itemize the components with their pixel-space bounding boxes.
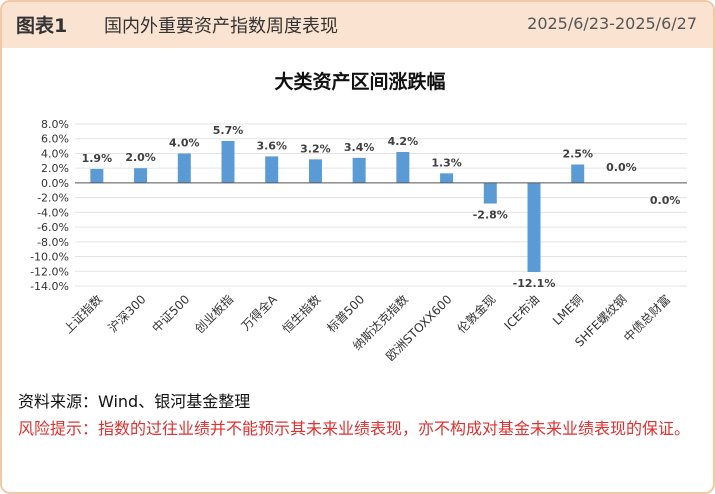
category-label: 标普500 bbox=[324, 292, 367, 335]
y-tick-label: -10.0% bbox=[30, 251, 69, 264]
category-label: 沪深300 bbox=[106, 292, 149, 335]
bar-chart: 大类资产区间涨跌幅 1.9% 2.0% 4.0% 5.7% 3.6% 3.2% 3.4% 4.… bbox=[30, 70, 687, 364]
figure-header: 图表1 国内外重要资产指数周度表现 2025/6/23-2025/6/27 bbox=[2, 2, 713, 48]
category-label: 创业板指 bbox=[192, 292, 237, 337]
y-tick-label: -4.0% bbox=[37, 206, 69, 219]
y-tick-label: 0.0% bbox=[41, 177, 69, 190]
data-label: 2.5% bbox=[562, 148, 593, 161]
data-label: 3.4% bbox=[344, 141, 375, 154]
bar bbox=[221, 140, 235, 183]
chart-title: 大类资产区间涨跌幅 bbox=[274, 70, 445, 93]
bar bbox=[265, 156, 279, 183]
bar bbox=[527, 182, 541, 273]
data-label: 4.2% bbox=[388, 135, 419, 148]
category-label: 万得全A bbox=[238, 291, 280, 333]
category-label: 中债总财富 bbox=[620, 292, 673, 345]
category-label: 伦敦金现 bbox=[454, 292, 499, 337]
y-tick-label: 6.0% bbox=[41, 133, 69, 146]
y-tick-label: -12.0% bbox=[30, 265, 69, 278]
data-label: 3.6% bbox=[256, 139, 287, 152]
bar bbox=[571, 164, 585, 183]
figure-title: 国内外重要资产指数周度表现 bbox=[104, 16, 338, 37]
bar bbox=[134, 168, 148, 183]
data-label: 1.9% bbox=[82, 152, 113, 165]
y-tick-label: 8.0% bbox=[41, 118, 69, 131]
y-tick-label: 4.0% bbox=[41, 147, 69, 160]
bar bbox=[440, 173, 454, 183]
risk-warning: 风险提示：指数的过往业绩并不能预示其未来业绩表现，亦不构成对基金未来业绩表现的保… bbox=[18, 419, 691, 438]
figure-number: 图表1 bbox=[16, 15, 68, 37]
category-label: LME铜 bbox=[549, 292, 586, 329]
y-tick-label: -6.0% bbox=[37, 221, 69, 234]
category-label: 上证指数 bbox=[60, 292, 105, 337]
category-label: 恒生指数 bbox=[279, 292, 324, 337]
data-label: -2.8% bbox=[473, 209, 508, 222]
data-label: 4.0% bbox=[169, 136, 200, 149]
y-tick-label: -14.0% bbox=[30, 280, 69, 293]
bar bbox=[483, 182, 497, 204]
bar bbox=[90, 168, 104, 183]
data-label: -12.1% bbox=[513, 277, 556, 290]
data-label: 5.7% bbox=[213, 124, 244, 137]
bar bbox=[396, 151, 410, 183]
source-note: 资料来源：Wind、银河基金整理 bbox=[18, 392, 251, 411]
date-range: 2025/6/23-2025/6/27 bbox=[527, 14, 697, 33]
data-label: 1.3% bbox=[431, 156, 462, 169]
y-tick-label: -8.0% bbox=[37, 236, 69, 249]
y-tick-label: -2.0% bbox=[37, 192, 69, 205]
y-tick-label: 2.0% bbox=[41, 162, 69, 175]
data-label: 2.0% bbox=[125, 151, 156, 164]
category-label: 中证500 bbox=[149, 292, 193, 336]
bar bbox=[352, 157, 366, 183]
data-label: 0.0% bbox=[606, 161, 637, 174]
data-label: 0.0% bbox=[650, 194, 681, 207]
category-label: ICE布油 bbox=[501, 292, 542, 333]
data-label: 3.2% bbox=[300, 142, 331, 155]
bar bbox=[308, 159, 322, 183]
bar bbox=[177, 153, 191, 183]
